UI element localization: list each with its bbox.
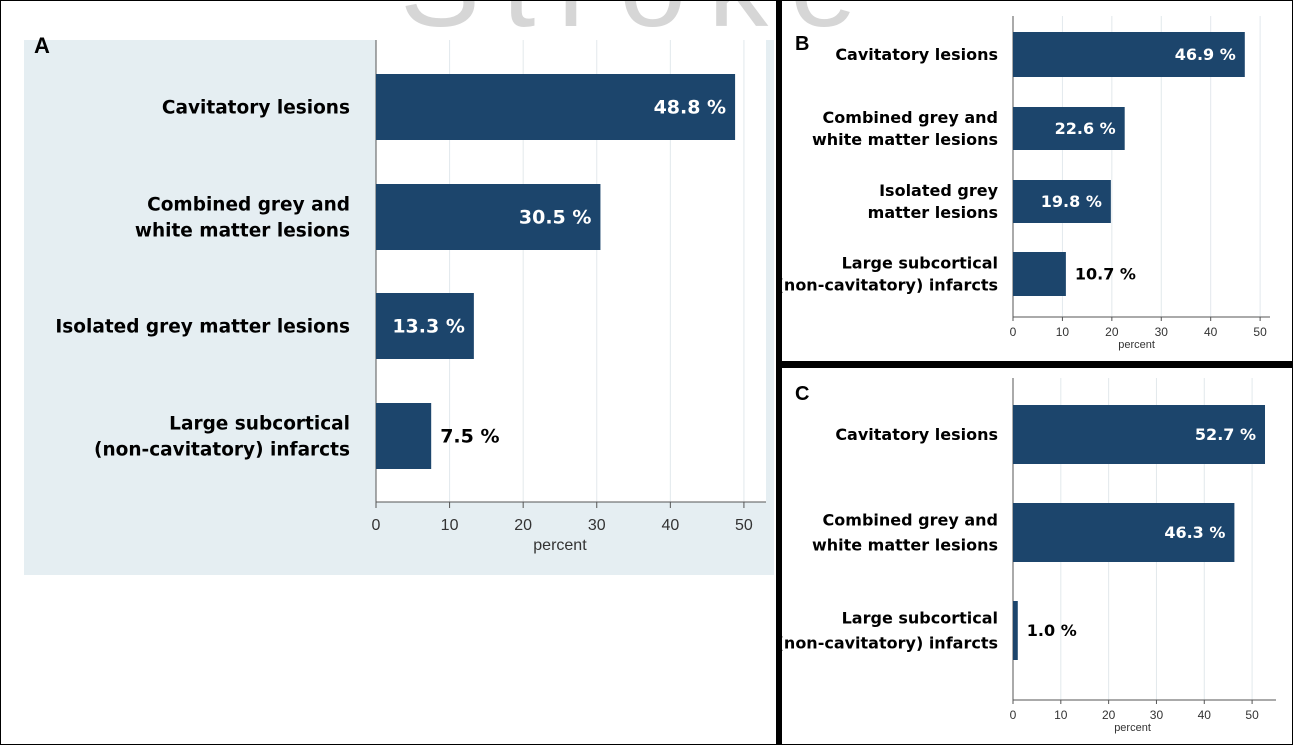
category-label-line: Large subcortical <box>842 254 998 273</box>
category-label-line: Combined grey and <box>147 194 350 215</box>
x-tick-label: 10 <box>1054 708 1068 722</box>
data-label: 7.5 % <box>440 426 499 448</box>
category-label: Isolated grey matter lesions <box>55 316 350 337</box>
category-label: Combined grey and white matter lesions <box>812 108 998 149</box>
category-label-line: white matter lesions <box>812 130 998 149</box>
category-label: Large subcortical (non-cavitatory) infarc… <box>777 254 998 295</box>
x-axis-title: percent <box>1118 339 1155 351</box>
x-tick-label: 20 <box>514 517 532 534</box>
data-label: 19.8 % <box>1041 192 1102 211</box>
data-label: 30.5 % <box>519 207 592 229</box>
vertical-divider <box>776 0 782 745</box>
bar <box>1013 503 1235 562</box>
bar <box>1013 405 1266 464</box>
data-label: 13.3 % <box>392 316 465 338</box>
x-tick-label: 30 <box>1150 708 1164 722</box>
x-tick-label: 20 <box>1102 708 1116 722</box>
data-label: 1.0 % <box>1027 621 1077 640</box>
category-label-line: Combined grey and <box>823 108 998 127</box>
x-tick-label: 0 <box>1010 325 1017 339</box>
x-tick-label: 50 <box>1245 708 1259 722</box>
x-tick-label: 30 <box>588 517 606 534</box>
data-label: 48.8 % <box>654 97 727 119</box>
bar <box>376 184 601 250</box>
bar <box>1013 601 1018 660</box>
category-label-line: Large subcortical <box>842 609 998 628</box>
data-label: 22.6 % <box>1055 119 1116 138</box>
category-label: Large subcortical (non-cavitatory) infarc… <box>777 609 998 653</box>
x-tick-label: 10 <box>441 517 459 534</box>
x-tick-label: 30 <box>1155 325 1169 339</box>
x-axis-title: percent <box>1114 722 1151 734</box>
category-label-line: Cavitatory lesions <box>835 425 998 444</box>
data-label: 46.9 % <box>1175 45 1236 64</box>
category-label: Cavitatory lesions <box>835 45 998 64</box>
data-label: 52.7 % <box>1195 425 1256 444</box>
bar <box>1013 32 1245 77</box>
bar <box>376 74 736 140</box>
category-label-line: Cavitatory lesions <box>162 97 350 118</box>
bar <box>376 403 432 469</box>
data-label: 46.3 % <box>1164 523 1225 542</box>
category-label: Cavitatory lesions <box>162 97 350 118</box>
panel-a: A 0 10 20 30 40 50 percent 48.8 % Cavitatory lesi… <box>24 33 774 575</box>
horizontal-divider <box>776 361 1293 368</box>
x-tick-label: 50 <box>735 517 753 534</box>
x-tick-label: 10 <box>1056 325 1070 339</box>
category-label-line: (non-cavitatory) infarcts <box>777 634 998 653</box>
category-label: Combined grey and white matter lesions <box>135 194 350 241</box>
bar <box>1013 180 1111 223</box>
category-label-line: Isolated grey <box>879 181 998 200</box>
category-label: Cavitatory lesions <box>835 425 998 444</box>
x-tick-label: 40 <box>1204 325 1218 339</box>
category-label-line: matter lesions <box>868 203 998 222</box>
x-tick-label: 0 <box>1010 708 1017 722</box>
x-tick-label: 50 <box>1253 325 1267 339</box>
panel-label: A <box>34 33 50 58</box>
x-tick-label: 40 <box>1198 708 1212 722</box>
panel-b: B 0 10 20 30 40 50 percent 46.9 % Cavitatory lesi… <box>777 16 1270 351</box>
panel-label: B <box>795 33 809 55</box>
bar <box>376 293 474 359</box>
category-label-line: white matter lesions <box>135 220 350 241</box>
category-label-line: white matter lesions <box>812 536 998 555</box>
x-tick-label: 20 <box>1105 325 1119 339</box>
data-label: 10.7 % <box>1075 265 1136 284</box>
x-tick-label: 0 <box>372 517 381 534</box>
category-label-line: (non-cavitatory) infarcts <box>777 276 998 295</box>
category-label: Isolated grey matter lesions <box>868 181 999 222</box>
category-label-line: Isolated grey matter lesions <box>55 316 350 337</box>
category-label: Large subcortical (non-cavitatory) infarc… <box>94 413 350 460</box>
category-label-line: Large subcortical <box>169 413 350 434</box>
x-tick-label: 40 <box>661 517 679 534</box>
panel-label: C <box>795 383 809 405</box>
category-label-line: Cavitatory lesions <box>835 45 998 64</box>
bar <box>1013 252 1066 296</box>
panel-c: C 0 10 20 30 40 50 percent 52.7 % Cavitatory lesi… <box>777 378 1276 734</box>
category-label-line: Combined grey and <box>823 511 998 530</box>
category-label: Combined grey and white matter lesions <box>812 511 998 555</box>
category-label-line: (non-cavitatory) infarcts <box>94 439 350 460</box>
bar <box>1013 107 1125 150</box>
x-axis-title: percent <box>533 537 587 554</box>
